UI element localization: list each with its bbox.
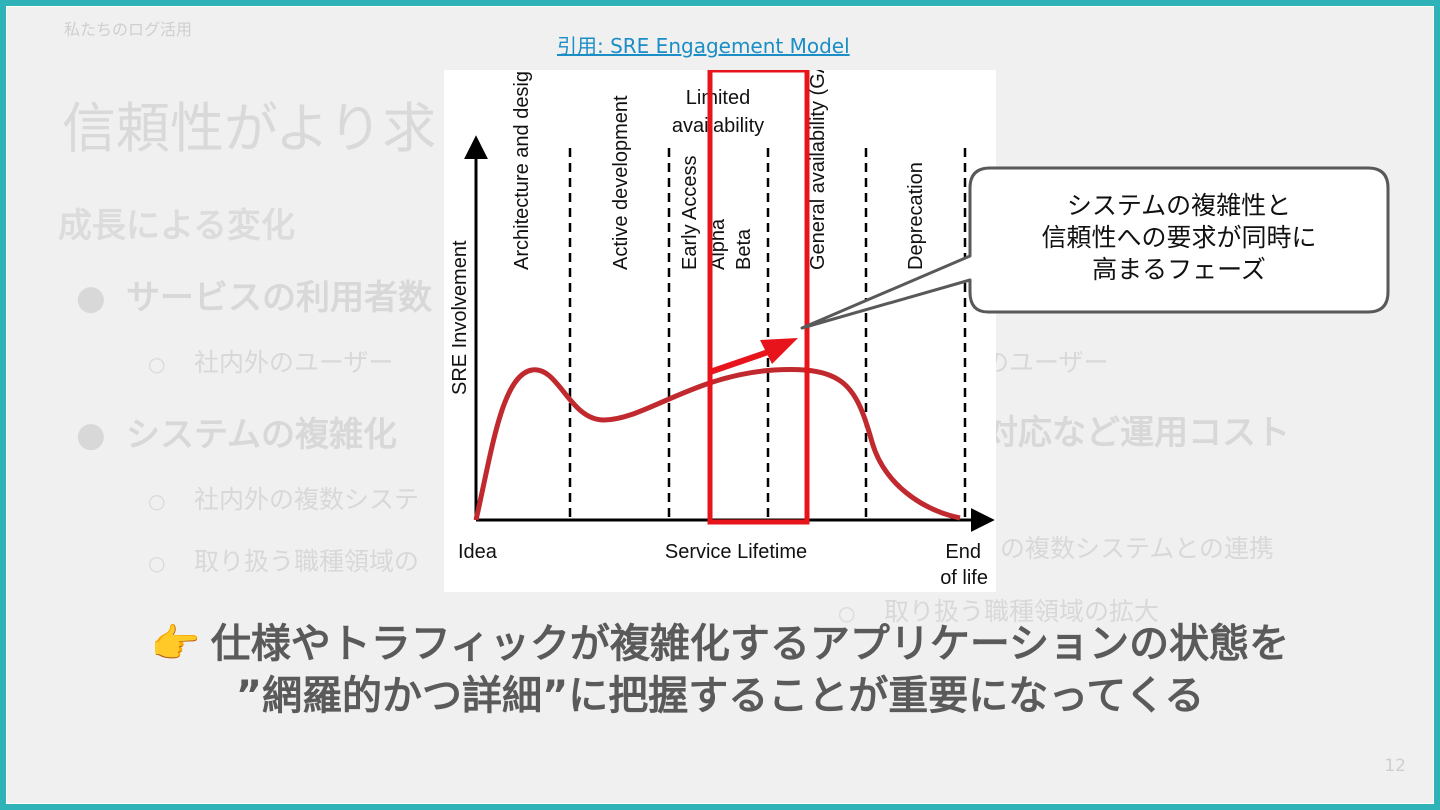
bg-fragment-domains: 取り扱う職種領域の拡大 xyxy=(884,597,1160,626)
citation-link[interactable]: 引用: SRE Engagement Model xyxy=(557,34,850,58)
sub-bullet-marker: ○ xyxy=(148,489,166,513)
bullet-users: ● サービスの利用者数 xyxy=(76,270,432,319)
bullet-marker: ● xyxy=(76,415,106,455)
sub-bullet-systems-text: 社内外の複数システ xyxy=(194,485,420,514)
sub-bullet-users: ○ 社内外のユーザー xyxy=(148,343,394,379)
highlight-box xyxy=(707,70,810,525)
bullet-complexity: ● システムの複雑化 xyxy=(76,407,397,456)
sub-bullet-users-text: 社内外のユーザー xyxy=(194,348,394,377)
involvement-curve xyxy=(473,366,961,521)
y-axis-label: SRE Involvement xyxy=(449,240,471,395)
phase-label-ga: General availability (GA) xyxy=(807,70,829,270)
diagram-svg: Architecture and design Active developme… xyxy=(449,70,995,589)
phase-label-limited-2: availability xyxy=(672,115,764,137)
conclusion-line-1-text: 仕様やトラフィックが複雑化するアプリケーションの状態を xyxy=(210,621,1290,667)
callout-text: システムの複雑性と 信頼性への要求が同時に 高まるフェーズ xyxy=(972,190,1386,286)
bg-fragment-ops-cost: 対応など運用コスト xyxy=(984,413,1290,453)
phase-label-active-dev: Active development xyxy=(610,95,632,270)
conclusion-line-2: ”網羅的かつ詳細”に把握することが重要になってくる xyxy=(235,673,1205,719)
bullet-marker: ● xyxy=(76,278,106,318)
callout-line-1: システムの複雑性と xyxy=(1066,191,1292,220)
bullet-complexity-text: システムの複雑化 xyxy=(126,415,397,455)
section-label: 私たちのログ活用 xyxy=(64,20,193,39)
x-start-label: Idea xyxy=(458,541,498,563)
bullet-users-text: サービスの利用者数 xyxy=(126,278,432,318)
x-axis-label: Service Lifetime xyxy=(665,541,807,563)
sub-bullet-marker: ○ xyxy=(148,551,166,575)
page-number: 12 xyxy=(1384,756,1406,776)
callout-bubble xyxy=(800,166,1390,330)
sub-bullet-domains-text: 取り扱う職種領域の xyxy=(194,547,420,576)
emphasis-arrow-line xyxy=(709,347,775,375)
sub-bullet-domains-right: ○ 取り扱う職種領域の拡大 xyxy=(838,592,1159,628)
sre-engagement-diagram: Architecture and design Active developme… xyxy=(444,70,996,592)
x-end-label-2: of life xyxy=(940,567,988,589)
conclusion-line-1: 👉 仕様やトラフィックが複雑化するアプリケーションの状態を xyxy=(0,618,1440,670)
phase-label-architecture: Architecture and design xyxy=(511,70,533,270)
callout-line-2: 信頼性への要求が同時に xyxy=(1041,223,1317,252)
phase-label-beta: Beta xyxy=(733,228,755,270)
phase-label-early-access: Early Access xyxy=(679,156,701,270)
phase-label-limited-1: Limited xyxy=(686,87,750,109)
conclusion: 👉 仕様やトラフィックが複雑化するアプリケーションの状態を ”網羅的かつ詳細”に把… xyxy=(0,618,1440,722)
slide-title: 信頼性がより求 xyxy=(62,97,437,160)
sub-bullet-systems: ○ 社内外の複数システ xyxy=(148,480,419,516)
section-heading: 成長による変化 xyxy=(58,206,295,246)
sub-bullet-marker: ○ xyxy=(148,352,166,376)
bg-fragment-users: のユーザー xyxy=(984,348,1109,377)
bg-fragment-integration: の複数システムとの連携 xyxy=(1000,534,1275,563)
sub-bullet-marker: ○ xyxy=(838,601,856,625)
sub-bullet-domains: ○ 取り扱う職種領域の xyxy=(148,542,419,578)
pointing-hand-icon: 👉 xyxy=(150,621,201,667)
phase-label-deprecation: Deprecation xyxy=(905,162,927,270)
callout-line-3: 高まるフェーズ xyxy=(1092,255,1266,284)
emphasis-arrow-head xyxy=(760,338,798,364)
x-end-label-1: End xyxy=(945,541,981,563)
